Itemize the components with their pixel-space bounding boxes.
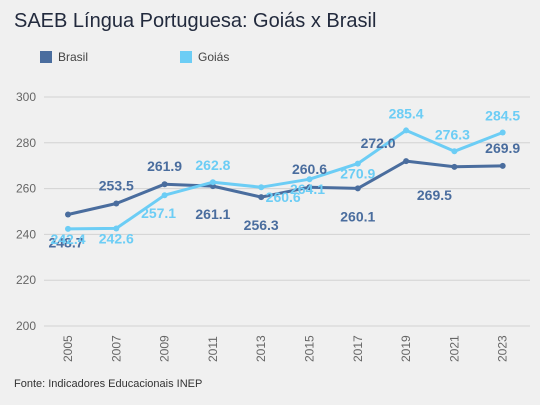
data-point	[161, 192, 168, 199]
series-line-goias	[66, 128, 505, 231]
data-point	[209, 179, 216, 186]
data-point	[354, 160, 361, 167]
data-point	[451, 148, 458, 155]
y-tick-label: 300	[16, 90, 36, 104]
legend-item-goias[interactable]: Goiás	[180, 49, 229, 65]
legend-item-brasil[interactable]: Brasil	[40, 49, 88, 65]
legend-swatch-goias	[180, 51, 192, 63]
data-point	[403, 127, 410, 134]
series-line-brasil	[66, 159, 505, 216]
data-point	[65, 211, 71, 218]
x-tick-label: 2019	[399, 335, 413, 362]
data-point	[354, 185, 361, 192]
data-label: 248.7	[48, 234, 83, 250]
data-label: 284.5	[485, 107, 520, 123]
data-label: 242.4	[50, 231, 85, 247]
x-tick-label: 2011	[206, 336, 220, 362]
x-tick-label: 2013	[254, 335, 268, 362]
data-label: 260.6	[266, 189, 301, 205]
data-point	[258, 184, 265, 191]
x-tick-label: 2009	[158, 335, 172, 362]
chart-source: Fonte: Indicadores Educacionais INEP	[14, 378, 203, 390]
legend-label-goias: Goiás	[198, 50, 230, 64]
legend-swatch-brasil	[40, 51, 52, 63]
y-tick-label: 280	[16, 136, 36, 150]
data-label: 260.6	[292, 161, 327, 177]
data-label: 262.8	[195, 157, 230, 173]
data-label: 242.6	[99, 230, 134, 246]
chart-title: SAEB Língua Portuguesa: Goiás x Brasil	[14, 10, 377, 32]
data-label: 261.9	[147, 158, 182, 174]
data-point	[403, 158, 410, 165]
y-tick-label: 220	[16, 273, 36, 287]
data-label: 270.9	[340, 166, 375, 182]
data-point	[499, 162, 506, 169]
data-label: 276.3	[435, 126, 470, 142]
data-label: 261.1	[195, 206, 230, 222]
data-label: 264.1	[290, 181, 325, 197]
data-point	[258, 194, 265, 201]
data-label: 253.5	[99, 177, 134, 193]
data-point	[499, 129, 506, 136]
x-tick-label: 2015	[303, 335, 317, 362]
data-label: 257.1	[141, 205, 176, 221]
data-point	[65, 225, 71, 232]
data-label: 272.0	[361, 135, 396, 151]
x-tick-label: 2023	[496, 335, 510, 362]
data-point	[161, 181, 168, 188]
data-label: 260.1	[340, 208, 375, 224]
data-label: 269.5	[417, 187, 452, 203]
x-tick-label: 2017	[351, 335, 365, 362]
data-point	[451, 163, 458, 170]
x-tick-label: 2007	[109, 335, 123, 362]
x-tick-label: 2021	[447, 335, 461, 362]
y-tick-label: 200	[16, 319, 36, 333]
y-tick-label: 260	[16, 182, 36, 196]
legend-label-brasil: Brasil	[58, 50, 89, 64]
x-tick-label: 2005	[61, 335, 75, 362]
data-point	[113, 225, 120, 232]
data-point	[306, 176, 313, 183]
data-label: 256.3	[244, 217, 279, 233]
y-tick-label: 240	[16, 227, 36, 241]
data-point	[306, 184, 313, 191]
data-label: 285.4	[389, 105, 424, 121]
data-point	[113, 200, 120, 207]
data-label: 269.9	[485, 140, 520, 156]
